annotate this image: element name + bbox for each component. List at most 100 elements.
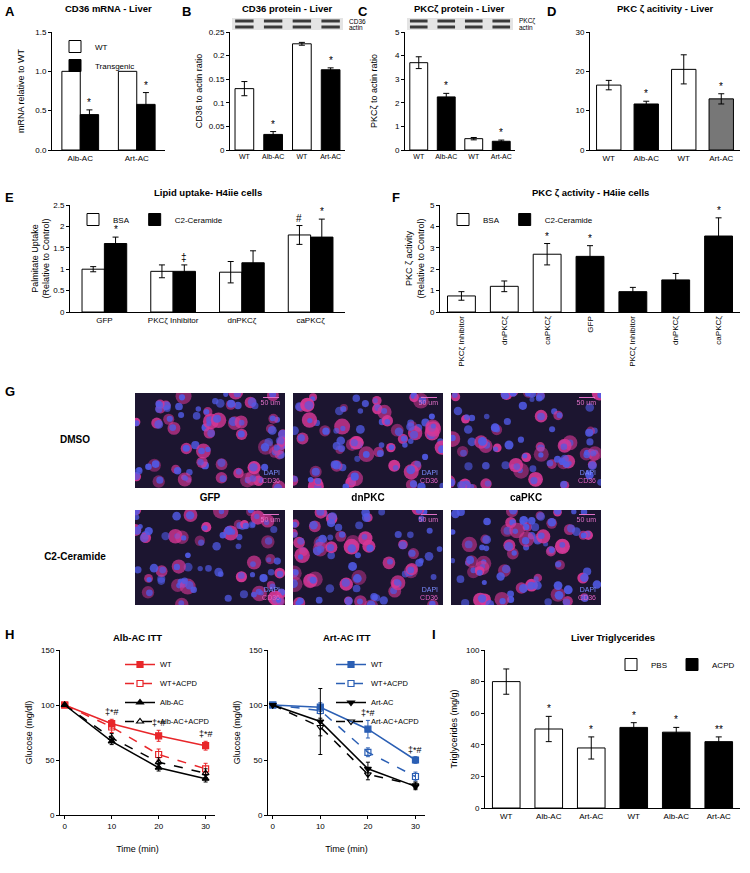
svg-text:‡: ‡ [181,252,187,263]
svg-text:100: 100 [466,646,480,655]
svg-text:Alb-AC: Alb-AC [435,153,457,160]
svg-text:Alb-AC: Alb-AC [160,698,184,707]
svg-text:2: 2 [60,222,65,231]
svg-text:Art-AC+ACPD: Art-AC+ACPD [371,717,419,726]
svg-text:4: 4 [395,51,400,60]
svg-text:PKCζ: PKCζ [519,17,535,25]
svg-text:5: 5 [430,201,435,210]
svg-text:G: G [5,384,15,399]
svg-text:WT+ACPD: WT+ACPD [371,679,408,688]
svg-text:0: 0 [271,822,276,831]
svg-text:PKCζ Inhibitor: PKCζ Inhibitor [628,316,637,367]
svg-text:10: 10 [575,106,584,115]
svg-text:C2-Ceramide: C2-Ceramide [545,216,593,225]
svg-text:0.2: 0.2 [213,51,225,60]
svg-text:WT: WT [500,812,513,821]
svg-text:Palmitate Uptake(Relative to C: Palmitate Uptake(Relative to Control) [30,218,52,298]
svg-text:**: ** [715,724,723,735]
svg-text:Art-AC: Art-AC [491,153,512,160]
svg-text:WT: WT [678,154,691,163]
svg-text:CD36 protein - Liver: CD36 protein - Liver [242,3,333,14]
svg-text:BSA: BSA [113,216,130,225]
svg-text:2: 2 [430,265,435,274]
svg-text:60: 60 [470,709,479,718]
svg-text:A: A [5,4,15,19]
svg-text:0.5: 0.5 [53,286,65,295]
svg-text:*: * [674,714,678,725]
svg-text:*: * [87,97,91,108]
svg-text:Time (min): Time (min) [325,844,368,854]
svg-text:0: 0 [62,822,67,831]
svg-text:I: I [432,627,436,642]
svg-text:dnPKCζ: dnPKCζ [500,316,509,345]
svg-text:caPKCζ: caPKCζ [543,316,552,345]
svg-text:3: 3 [395,75,400,84]
svg-text:CD36 to actin ratio: CD36 to actin ratio [194,54,204,129]
svg-text:PKCζ Inhibitor: PKCζ Inhibitor [457,316,466,367]
svg-text:PKCζ Inhibitor: PKCζ Inhibitor [148,316,199,325]
svg-text:*: * [644,88,648,99]
svg-text:WT: WT [628,812,641,821]
svg-text:0.5: 0.5 [35,106,47,115]
svg-text:WT+ACPD: WT+ACPD [160,679,197,688]
svg-text:PKC ζ activity(Relative to Con: PKC ζ activity(Relative to Control) [404,218,426,298]
svg-text:WT: WT [468,153,480,160]
svg-text:‡*#: ‡*# [199,729,213,739]
svg-text:caPKCζ: caPKCζ [296,316,325,325]
svg-text:GFP: GFP [96,316,112,325]
svg-text:0: 0 [475,804,480,813]
svg-text:*: * [719,81,723,92]
svg-text:Transgenic: Transgenic [95,62,134,71]
svg-text:Triglycerides (mg/g): Triglycerides (mg/g) [449,689,459,768]
svg-text:D: D [547,4,556,19]
svg-text:0: 0 [580,146,585,155]
svg-text:Glucose (mg/dl): Glucose (mg/dl) [24,701,34,765]
svg-text:1.5: 1.5 [35,28,47,37]
svg-text:10: 10 [107,822,116,831]
svg-text:*: * [547,703,551,714]
svg-text:50: 50 [45,756,54,765]
svg-text:WT: WT [160,660,172,669]
svg-text:150: 150 [41,646,55,655]
svg-text:Liver Triglycerides: Liver Triglycerides [571,632,655,643]
svg-text:0.15: 0.15 [209,75,225,84]
svg-text:50: 50 [253,756,262,765]
svg-text:100: 100 [41,701,55,710]
svg-text:CD36 mRNA - Liver: CD36 mRNA - Liver [65,3,152,14]
svg-text:B: B [182,4,191,19]
svg-text:1: 1 [430,286,435,295]
svg-text:0: 0 [395,146,400,155]
svg-text:GFP: GFP [586,316,595,332]
svg-text:*: * [589,724,593,735]
svg-text:150: 150 [249,646,263,655]
svg-text:*: * [588,233,592,244]
svg-text:C: C [358,4,368,19]
svg-text:Alb-AC: Alb-AC [634,154,660,163]
svg-text:Alb-AC ITT: Alb-AC ITT [113,632,162,643]
svg-text:*: * [444,80,448,91]
svg-text:#: # [296,213,302,224]
svg-text:*: * [717,205,721,216]
svg-text:dnPKCζ: dnPKCζ [671,316,680,345]
svg-text:PKC ζ acitivity - Liver: PKC ζ acitivity - Liver [617,3,714,14]
svg-text:2.5: 2.5 [53,201,65,210]
svg-text:0: 0 [258,811,263,820]
svg-text:Lipid uptake- H4iie cells: Lipid uptake- H4iie cells [154,187,262,198]
svg-text:WT: WT [413,153,425,160]
svg-text:1.0: 1.0 [35,67,47,76]
svg-text:40: 40 [470,741,479,750]
svg-text:*: * [499,127,503,138]
svg-text:Alb-AC: Alb-AC [664,812,690,821]
svg-text:Art-AC: Art-AC [707,812,731,821]
svg-text:*: * [271,119,275,130]
svg-text:Art-AC: Art-AC [709,154,733,163]
svg-text:BSA: BSA [483,216,500,225]
svg-text:Art-AC: Art-AC [371,698,394,707]
svg-text:0: 0 [220,146,225,155]
svg-text:Alb-AC: Alb-AC [536,812,562,821]
svg-text:1: 1 [395,122,400,131]
svg-text:0.0: 0.0 [35,146,47,155]
svg-text:4: 4 [430,222,435,231]
svg-text:WT: WT [371,660,383,669]
svg-text:2: 2 [395,99,400,108]
